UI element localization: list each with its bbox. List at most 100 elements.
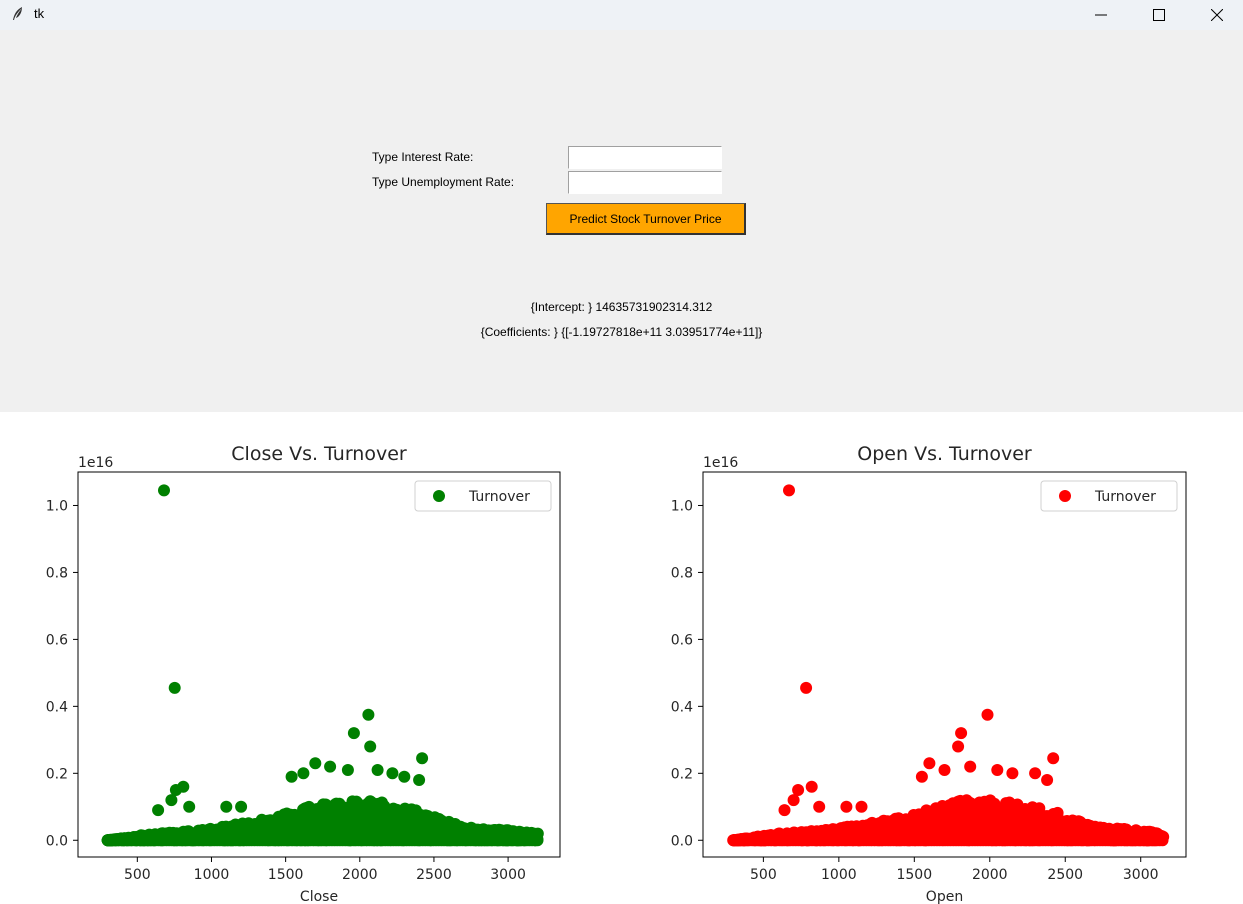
- scatter-point: [362, 708, 375, 721]
- scatter-point: [792, 784, 805, 796]
- scatter-point: [938, 764, 951, 776]
- scatter-point: [401, 808, 414, 821]
- chart-title: Open Vs. Turnover: [857, 443, 1032, 465]
- coefficients-result: {Coefficients: } {[-1.19727818e+11 3.039…: [480, 325, 763, 339]
- x-tick-label: 2000: [972, 867, 1008, 883]
- y-tick-label: 0.8: [671, 565, 693, 581]
- scatter-point: [1041, 774, 1054, 786]
- scatter-point: [964, 760, 977, 773]
- scatter-point: [315, 824, 328, 837]
- scatter-point: [855, 800, 868, 813]
- y-tick-label: 0.4: [671, 699, 693, 715]
- y-tick-label: 0.8: [46, 565, 68, 581]
- x-tick-label: 1500: [896, 867, 932, 883]
- close-icon: [1211, 9, 1223, 21]
- y-tick-label: 0.6: [46, 632, 68, 648]
- scatter-point: [955, 727, 968, 740]
- maximize-icon: [1153, 9, 1165, 21]
- x-tick-label: 500: [750, 867, 777, 883]
- intercept-result: {Intercept: } 14635731902314.312: [530, 300, 713, 314]
- chart-title: Close Vs. Turnover: [231, 443, 407, 465]
- scatter-point: [1004, 824, 1017, 836]
- scatter-point: [852, 822, 865, 835]
- x-tick-label: 3000: [1123, 867, 1159, 883]
- legend-marker: [1059, 490, 1071, 502]
- legend-box: [414, 480, 552, 512]
- scatter-point: [907, 809, 920, 821]
- scatter-point: [917, 822, 930, 835]
- scatter-point: [347, 727, 360, 740]
- y-tick-label: 0.6: [671, 632, 693, 648]
- plot-canvas: Close Vs. Turnover 1e16 0.0 0.2 0.4 0.6 0.8 1.0…: [0, 412, 1243, 904]
- interest-rate-input[interactable]: [568, 146, 722, 169]
- input-form: Type Interest Rate: Type Unemployment Ra…: [0, 30, 1243, 412]
- scatter-point: [531, 834, 544, 847]
- scatter-point: [991, 764, 1004, 776]
- scatter-point: [1084, 819, 1097, 832]
- scatter-point: [413, 774, 426, 786]
- scatter-point: [165, 794, 178, 807]
- y-tick-label: 0.0: [671, 833, 693, 849]
- scatter-point: [977, 810, 990, 822]
- scatter-point: [805, 780, 818, 793]
- y-tick-label: 0.2: [46, 766, 68, 782]
- scatter-point: [883, 818, 896, 831]
- scatter-point: [398, 770, 411, 783]
- legend-box: [1040, 480, 1178, 512]
- y-scale-label: 1e16: [78, 455, 113, 471]
- scatter-point: [364, 795, 377, 808]
- scatter-point: [783, 484, 795, 497]
- predict-button[interactable]: Predict Stock Turnover Price: [546, 203, 746, 235]
- scatter-point: [933, 809, 946, 822]
- scatter-point: [958, 805, 971, 818]
- scatter-point: [1050, 819, 1063, 832]
- scatter-point: [364, 740, 377, 753]
- scatter-points: [727, 484, 1170, 847]
- unemployment-rate-input[interactable]: [568, 171, 722, 194]
- scatter-point: [895, 818, 908, 831]
- scatter-point: [950, 797, 963, 810]
- scatter-point: [324, 760, 337, 773]
- scatter-point: [954, 822, 967, 835]
- scatter-point: [375, 797, 388, 810]
- scatter-point: [1156, 834, 1169, 847]
- scatter-point: [1026, 801, 1039, 814]
- feather-icon: [10, 6, 26, 22]
- y-tick-label: 0.4: [46, 699, 68, 715]
- window-title: tk: [34, 6, 45, 21]
- scatter-point: [1029, 822, 1042, 835]
- window-titlebar: tk: [0, 0, 1243, 30]
- x-tick-label: 500: [124, 867, 151, 883]
- scatter-point: [1006, 767, 1019, 780]
- y-tick-label: 0.0: [46, 833, 68, 849]
- minimize-icon: [1095, 14, 1107, 16]
- scatter-point: [285, 770, 298, 783]
- scatter-point: [800, 681, 813, 694]
- scatter-point: [371, 811, 384, 824]
- scatter-point: [1109, 824, 1122, 837]
- x-tick-label: 3000: [490, 867, 526, 883]
- scatter-point: [255, 815, 268, 828]
- scatter-point: [341, 764, 354, 776]
- y-tick-label: 0.2: [671, 766, 693, 782]
- scatter-point: [493, 823, 506, 836]
- scatter-point: [321, 802, 334, 815]
- minimize-button[interactable]: [1072, 0, 1130, 30]
- scatter-point: [923, 757, 936, 770]
- x-tick-label: 2000: [342, 867, 378, 883]
- scatter-point: [309, 757, 322, 770]
- scatter-point: [220, 800, 233, 813]
- maximize-button[interactable]: [1130, 0, 1188, 30]
- scatter-point: [1026, 812, 1039, 825]
- scatter-points: [101, 484, 544, 847]
- x-tick-label: 2500: [1047, 867, 1083, 883]
- x-tick-label: 1000: [194, 867, 230, 883]
- scatter-point: [330, 803, 343, 816]
- scatter-point: [442, 815, 455, 828]
- scatter-point: [416, 752, 429, 765]
- scatter-point: [778, 804, 791, 817]
- close-button[interactable]: [1188, 0, 1243, 30]
- scatter-point: [152, 804, 165, 817]
- scatter-point: [183, 800, 196, 813]
- legend-label: Turnover: [468, 489, 530, 505]
